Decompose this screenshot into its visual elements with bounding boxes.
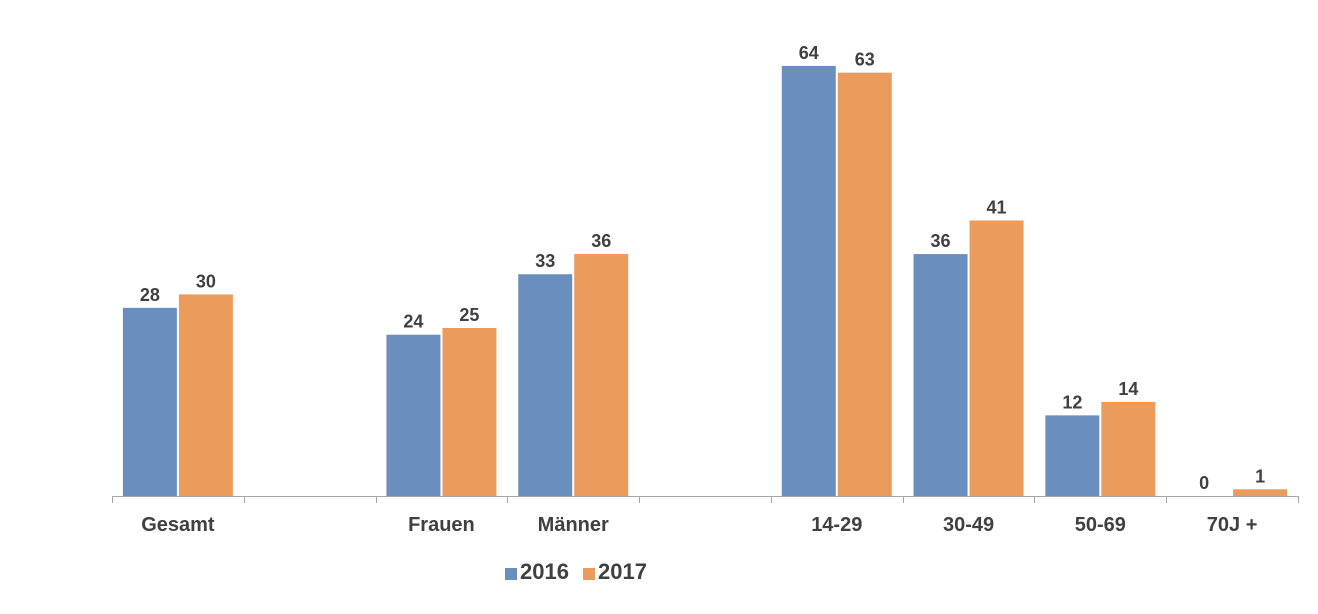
legend-label-2016: 2016 (520, 559, 569, 584)
bar-Männer-2017 (574, 254, 629, 496)
bar-Frauen-2016 (386, 334, 441, 496)
bar-Männer-2016 (518, 274, 573, 496)
category-label-Frauen: Frauen (408, 514, 475, 536)
data-label-50-69-2016: 12 (1062, 392, 1082, 412)
legend-swatch-2016 (505, 568, 517, 580)
bar-Frauen-2017 (442, 328, 497, 496)
category-label-Gesamt: Gesamt (141, 514, 215, 536)
bar-50-69-2016 (1045, 415, 1100, 496)
data-label-Männer-2017: 36 (591, 231, 611, 251)
data-label-Gesamt-2017: 30 (196, 271, 216, 291)
bar-70J +-2017 (1233, 489, 1288, 496)
category-label-70J +: 70J + (1207, 514, 1258, 536)
bar-Gesamt-2017 (178, 294, 233, 496)
bar-Gesamt-2016 (122, 307, 177, 496)
category-label-14-29: 14-29 (811, 514, 862, 536)
bar-30-49-2016 (913, 254, 968, 496)
bar-14-29-2016 (781, 65, 836, 497)
category-label-30-49: 30-49 (943, 514, 994, 536)
data-label-Männer-2016: 33 (535, 251, 555, 271)
x-axis (112, 496, 1299, 503)
category-label-50-69: 50-69 (1075, 514, 1126, 536)
value-labels-layer: 28 30 24 25 33 36 64 63 36 41 12 14 0 1 (140, 43, 1265, 493)
data-label-70J +-2016: 0 (1199, 473, 1209, 493)
data-label-30-49-2017: 41 (987, 197, 1007, 217)
data-label-Gesamt-2016: 28 (140, 285, 160, 305)
data-label-Frauen-2017: 25 (459, 305, 479, 325)
legend-swatch-2017 (583, 568, 595, 580)
bars-layer (122, 65, 1288, 497)
bar-14-29-2017 (837, 72, 892, 496)
data-label-70J +-2017: 1 (1255, 466, 1265, 486)
category-labels-layer: Gesamt Frauen Männer 14-29 30-49 50-69 70J + (141, 514, 1257, 536)
legend: 2016 2017 (505, 559, 647, 584)
category-label-Männer: Männer (538, 514, 609, 536)
bar-30-49-2017 (969, 220, 1024, 497)
bar-50-69-2017 (1101, 401, 1156, 496)
data-label-Frauen-2016: 24 (403, 312, 423, 332)
data-label-50-69-2017: 14 (1118, 379, 1138, 399)
data-label-14-29-2017: 63 (855, 50, 875, 70)
data-label-30-49-2016: 36 (931, 231, 951, 251)
legend-label-2017: 2017 (598, 559, 647, 584)
data-label-14-29-2016: 64 (799, 43, 819, 63)
